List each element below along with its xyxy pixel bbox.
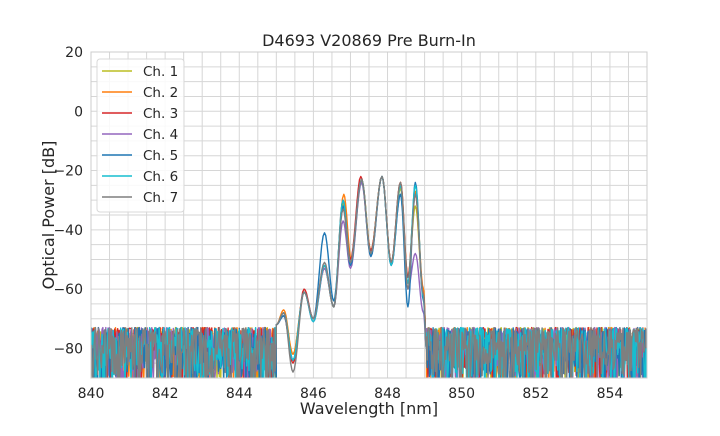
x-tick-label: 854 (597, 386, 624, 402)
y-tick-label: −20 (53, 164, 83, 180)
x-axis-label: Wavelength [nm] (300, 399, 438, 418)
y-tick-label: 0 (74, 104, 83, 120)
y-tick-label: −80 (53, 341, 83, 357)
legend-box (96, 58, 185, 213)
legend-label-ch6: Ch. 6 (143, 169, 178, 185)
x-tick-label: 840 (78, 386, 105, 402)
legend: Ch. 1 Ch. 2 Ch. 3 Ch. 4 Ch. 5 Ch. 6 Ch. 7 (96, 58, 185, 213)
legend-label-ch2: Ch. 2 (143, 85, 178, 101)
legend-label-ch7: Ch. 7 (143, 190, 178, 206)
legend-label-ch3: Ch. 3 (143, 106, 178, 122)
chart-title: D4693 V20869 Pre Burn-In (262, 31, 476, 50)
x-tick-label: 850 (448, 386, 475, 402)
legend-label-ch4: Ch. 4 (143, 127, 178, 143)
x-tick-label: 848 (374, 386, 401, 402)
x-tick-label: 842 (152, 386, 179, 402)
legend-label-ch1: Ch. 1 (143, 64, 178, 80)
x-tick-label: 846 (300, 386, 327, 402)
tick-labels: 840 842 844 846 848 850 852 854 −80 −60 −40 −20 0 20 (53, 45, 623, 402)
y-tick-label: −40 (53, 223, 83, 239)
y-tick-label: 20 (65, 45, 83, 61)
y-axis-label: Optical Power [dB] (39, 141, 58, 290)
x-tick-label: 844 (226, 386, 253, 402)
series-line-ch7 (91, 175, 647, 378)
y-tick-label: −60 (53, 282, 83, 298)
series-lines (91, 175, 647, 378)
legend-label-ch5: Ch. 5 (143, 148, 178, 164)
x-tick-label: 852 (522, 386, 549, 402)
plot-frame (90, 51, 648, 379)
